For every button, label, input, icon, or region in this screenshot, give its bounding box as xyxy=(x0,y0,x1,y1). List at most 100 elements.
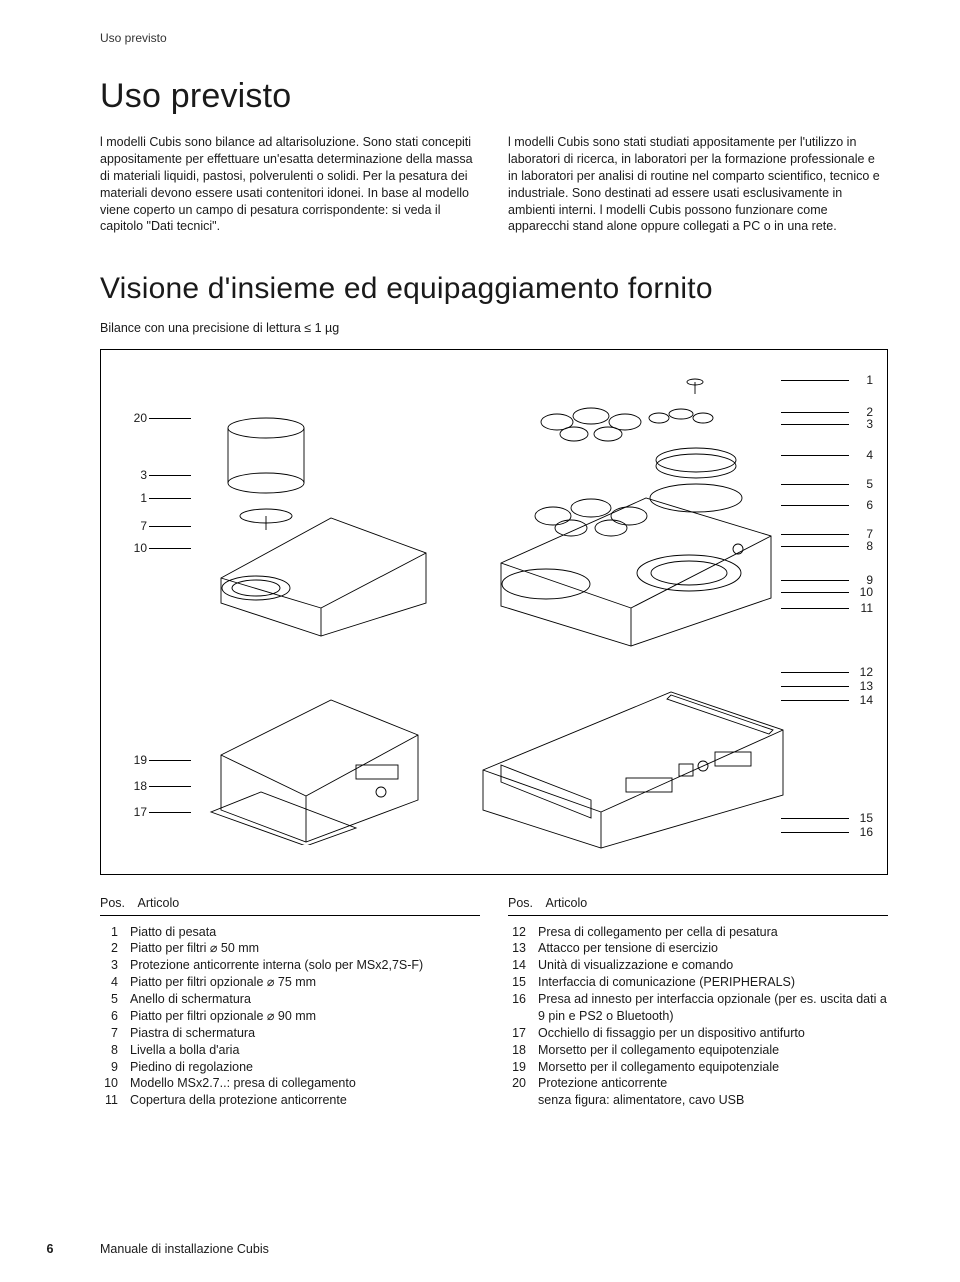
legend-pos: 13 xyxy=(508,940,538,957)
legend-pos: 19 xyxy=(508,1059,538,1076)
legend-row: 8Livella a bolla d'aria xyxy=(100,1042,480,1059)
legend-row: 1Piatto di pesata xyxy=(100,924,480,941)
callout-right-1: 1 xyxy=(853,374,873,386)
legend-row: 15Interfaccia di comunicazione (PERIPHER… xyxy=(508,974,888,991)
legend-row: 7Piastra di schermatura xyxy=(100,1025,480,1042)
legend-article: Copertura della protezione anticorrente xyxy=(130,1092,480,1109)
leader-line xyxy=(781,484,849,485)
legend-pos: 4 xyxy=(100,974,130,991)
leader-line xyxy=(781,672,849,673)
intro-left-text: l modelli Cubis sono bilance ad altariso… xyxy=(100,134,480,235)
subtitle: Bilance con una precisione di lettura ≤ … xyxy=(100,320,888,337)
callout-left-18: 18 xyxy=(119,780,147,792)
legend-pos: 17 xyxy=(508,1025,538,1042)
callout-left-20: 20 xyxy=(119,412,147,424)
leader-line xyxy=(149,760,191,761)
leader-line xyxy=(781,700,849,701)
legend-pos: 12 xyxy=(508,924,538,941)
intro-columns: l modelli Cubis sono bilance ad altariso… xyxy=(100,134,888,235)
legend-pos: 1 xyxy=(100,924,130,941)
leader-line xyxy=(781,608,849,609)
legend-rule xyxy=(508,915,888,916)
legend-pos: 8 xyxy=(100,1042,130,1059)
heading-uso-previsto: Uso previsto xyxy=(100,74,888,120)
legend-row: 11Copertura della protezione anticorrent… xyxy=(100,1092,480,1109)
legend-article: Piastra di schermatura xyxy=(130,1025,480,1042)
legend-article: Livella a bolla d'aria xyxy=(130,1042,480,1059)
legend-pos: 14 xyxy=(508,957,538,974)
callout-right-6: 6 xyxy=(853,499,873,511)
leader-line xyxy=(149,418,191,419)
section-tag: Uso previsto xyxy=(100,30,888,46)
callout-right-2: 2 xyxy=(853,406,873,418)
leader-line xyxy=(149,475,191,476)
legend-columns: Pos. Articolo 1Piatto di pesata2Piatto p… xyxy=(100,895,888,1110)
legend-row: 2Piatto per filtri ⌀ 50 mm xyxy=(100,940,480,957)
legend-article: Unità di visualizzazione e comando xyxy=(538,957,888,974)
legend-row: 17Occhiello di fissaggio per un disposit… xyxy=(508,1025,888,1042)
callout-right-7: 7 xyxy=(853,528,873,540)
callout-left-17: 17 xyxy=(119,806,147,818)
callout-right-8: 8 xyxy=(853,540,873,552)
legend-article: Piedino di regolazione xyxy=(130,1059,480,1076)
legend-row: 12Presa di collegamento per cella di pes… xyxy=(508,924,888,941)
leader-line xyxy=(149,498,191,499)
legend-article: Piatto per filtri opzionale ⌀ 75 mm xyxy=(130,974,480,991)
legend-article: Modello MSx2.7..: presa di collegamento xyxy=(130,1075,480,1092)
callout-right-14: 14 xyxy=(853,694,873,706)
leader-line xyxy=(781,424,849,425)
leader-line xyxy=(781,832,849,833)
legend-row: 20Protezione anticorrente senza figura: … xyxy=(508,1075,888,1109)
callout-right-16: 16 xyxy=(853,826,873,838)
legend-row: 10Modello MSx2.7..: presa di collegament… xyxy=(100,1075,480,1092)
leader-line xyxy=(781,818,849,819)
legend-article: Interfaccia di comunicazione (PERIPHERAL… xyxy=(538,974,888,991)
intro-right: l modelli Cubis sono stati studiati appo… xyxy=(508,134,888,235)
leader-line xyxy=(781,534,849,535)
leader-line xyxy=(781,455,849,456)
legend-header-right: Pos. Articolo xyxy=(508,895,888,912)
legend-article: Attacco per tensione di esercizio xyxy=(538,940,888,957)
legend-article: Anello di schermatura xyxy=(130,991,480,1008)
legend-pos: 6 xyxy=(100,1008,130,1025)
legend-left: Pos. Articolo 1Piatto di pesata2Piatto p… xyxy=(100,895,480,1110)
intro-right-text: l modelli Cubis sono stati studiati appo… xyxy=(508,134,888,235)
legend-pos: 18 xyxy=(508,1042,538,1059)
legend-row: 13Attacco per tensione di esercizio xyxy=(508,940,888,957)
leader-line xyxy=(781,412,849,413)
legend-row: 4Piatto per filtri opzionale ⌀ 75 mm xyxy=(100,974,480,991)
leader-line xyxy=(781,380,849,381)
legend-pos: 5 xyxy=(100,991,130,1008)
legend-article: Presa di collegamento per cella di pesat… xyxy=(538,924,888,941)
legend-rule xyxy=(100,915,480,916)
callout-left-10: 10 xyxy=(119,542,147,554)
legend-pos: 20 xyxy=(508,1075,538,1109)
callout-left-7: 7 xyxy=(119,520,147,532)
leader-line xyxy=(781,592,849,593)
callout-right-12: 12 xyxy=(853,666,873,678)
footer-text: Manuale di installazione Cubis xyxy=(100,1241,269,1258)
heading-visione: Visione d'insieme ed equipaggiamento for… xyxy=(100,269,888,310)
callout-right-15: 15 xyxy=(853,812,873,824)
callout-right-11: 11 xyxy=(853,602,873,614)
legend-row: 18Morsetto per il collegamento equipoten… xyxy=(508,1042,888,1059)
legend-row: 16Presa ad innesto per interfaccia opzio… xyxy=(508,991,888,1025)
device-display-unit xyxy=(471,670,791,850)
intro-left: l modelli Cubis sono bilance ad altariso… xyxy=(100,134,480,235)
legend-article: Piatto di pesata xyxy=(130,924,480,941)
legend-row: 19Morsetto per il collegamento equipoten… xyxy=(508,1059,888,1076)
device-left-module xyxy=(201,408,431,638)
page-container: Uso previsto Uso previsto l modelli Cubi… xyxy=(0,0,960,1109)
callout-left-19: 19 xyxy=(119,754,147,766)
legend-article: Piatto per filtri ⌀ 50 mm xyxy=(130,940,480,957)
leader-line xyxy=(149,526,191,527)
leader-line xyxy=(781,546,849,547)
legend-pos: 9 xyxy=(100,1059,130,1076)
legend-right: Pos. Articolo 12Presa di collegamento pe… xyxy=(508,895,888,1110)
leader-line xyxy=(149,548,191,549)
legend-article: Protezione anticorrente interna (solo pe… xyxy=(130,957,480,974)
callout-right-5: 5 xyxy=(853,478,873,490)
legend-row: 9Piedino di regolazione xyxy=(100,1059,480,1076)
legend-article: Morsetto per il collegamento equipotenzi… xyxy=(538,1059,888,1076)
legend-pos: 11 xyxy=(100,1092,130,1109)
